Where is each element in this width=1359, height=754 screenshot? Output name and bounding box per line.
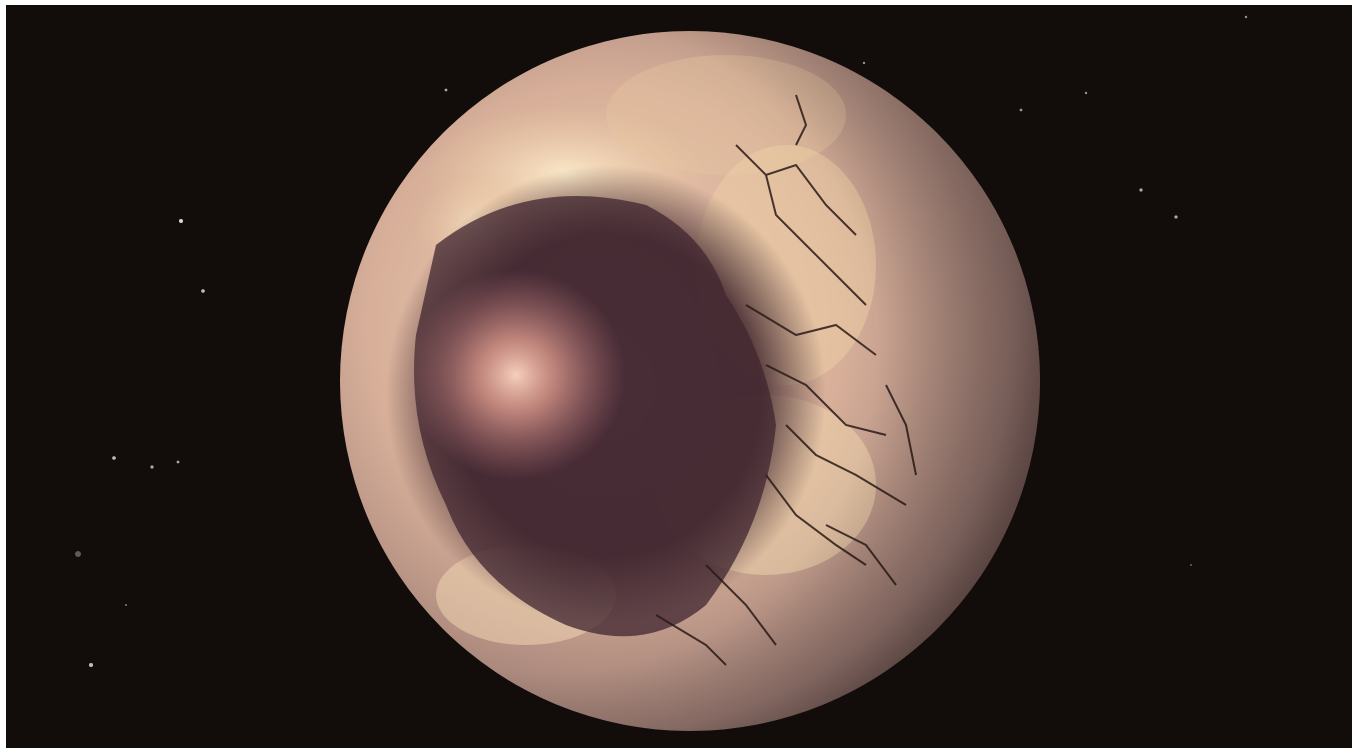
star: [179, 219, 183, 223]
star: [176, 460, 180, 464]
space-scene: [75, 15, 1248, 731]
star: [1139, 188, 1143, 192]
star: [1084, 91, 1088, 95]
star: [1244, 15, 1248, 19]
star: [89, 663, 93, 667]
star: [1019, 108, 1023, 112]
stars: [75, 15, 1248, 667]
star: [112, 456, 116, 460]
star: [150, 465, 154, 469]
star: [1190, 564, 1192, 566]
star: [1174, 215, 1178, 219]
star: [125, 604, 127, 606]
image-frame: [6, 5, 1352, 748]
star: [862, 61, 866, 65]
star: [201, 289, 205, 293]
star: [444, 88, 448, 92]
planet: [340, 31, 1040, 731]
star: [75, 551, 81, 557]
